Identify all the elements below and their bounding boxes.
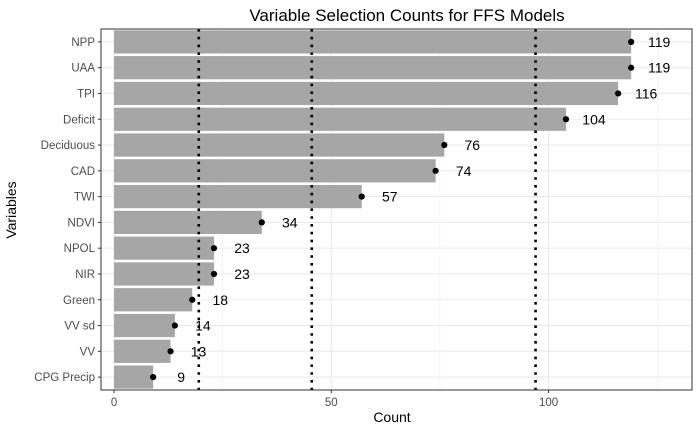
data-label: 13	[191, 343, 207, 359]
bar-npp	[114, 30, 632, 54]
point-tpi	[615, 90, 622, 97]
y-tick-label: NPP	[71, 37, 95, 49]
point-deficit	[562, 116, 570, 123]
point-ndvi	[258, 219, 265, 226]
y-tick-label: UAA	[71, 63, 95, 75]
y-tick-label: Green	[63, 295, 95, 307]
data-label: 34	[282, 214, 298, 230]
points-layer	[150, 38, 635, 381]
bar-cad	[114, 159, 436, 183]
data-label: 57	[382, 189, 398, 205]
data-label: 23	[234, 266, 250, 282]
bar-vv	[114, 339, 171, 363]
y-tick-label: VV	[80, 346, 96, 358]
bar-cpg-precip	[114, 365, 154, 389]
bar-nir	[114, 262, 214, 286]
data-label: 14	[195, 318, 211, 334]
y-tick-label: NDVI	[68, 217, 95, 229]
point-twi	[358, 193, 365, 200]
bar-green	[114, 288, 193, 312]
bar-ndvi	[114, 210, 262, 234]
point-nir	[210, 270, 218, 278]
point-deciduous	[441, 141, 448, 149]
reference-lines	[197, 29, 537, 390]
y-tick-label: TPI	[77, 88, 95, 100]
y-tick-label: Deciduous	[41, 140, 96, 152]
data-label: 74	[456, 163, 472, 179]
bar-tpi	[114, 81, 619, 106]
bars-layer	[114, 30, 632, 389]
point-cpg-precip	[150, 374, 157, 381]
data-label: 116	[635, 85, 658, 101]
point-vv	[167, 348, 174, 355]
x-axis-title: Count	[373, 409, 410, 425]
y-tick-label: NIR	[75, 269, 95, 281]
bar-uaa	[114, 56, 632, 80]
x-axis: 0 50 100	[111, 390, 558, 409]
panel-border	[100, 28, 693, 391]
data-label: 9	[177, 369, 185, 385]
data-label: 119	[648, 34, 671, 50]
data-label: 23	[234, 240, 250, 256]
point-cad	[432, 167, 439, 174]
data-label: 119	[648, 60, 671, 76]
data-label: 18	[212, 292, 228, 308]
x-tick-label: 0	[111, 397, 117, 409]
y-tick-label: TWI	[74, 192, 95, 204]
data-label: 76	[465, 137, 481, 153]
y-tick-label: VV sd	[64, 321, 95, 333]
y-tick-label: CPG Precip	[34, 372, 95, 384]
point-npp	[628, 38, 635, 45]
y-tick-label: CAD	[71, 166, 95, 178]
y-tick-label: NPOL	[64, 243, 96, 255]
y-tick-label: Deficit	[63, 114, 96, 126]
bar-vv-sd	[114, 313, 175, 338]
y-axis: NPP UAA TPI Deficit Deciduous CAD TWI NDVI NPOL N…	[34, 37, 101, 384]
bar-deficit	[114, 107, 566, 131]
point-green	[189, 296, 196, 303]
data-label: 104	[582, 111, 606, 127]
point-vv-sd	[171, 322, 178, 329]
point-npol	[210, 245, 218, 252]
x-tick-label: 50	[325, 397, 338, 409]
chart-title: Variable Selection Counts for FFS Models	[249, 6, 564, 25]
y-axis-title: Variables	[3, 181, 19, 238]
bar-twi	[114, 185, 362, 209]
bar-deciduous	[114, 133, 445, 157]
bar-npol	[114, 236, 214, 260]
x-tick-label: 100	[539, 397, 558, 409]
point-uaa	[628, 64, 635, 71]
